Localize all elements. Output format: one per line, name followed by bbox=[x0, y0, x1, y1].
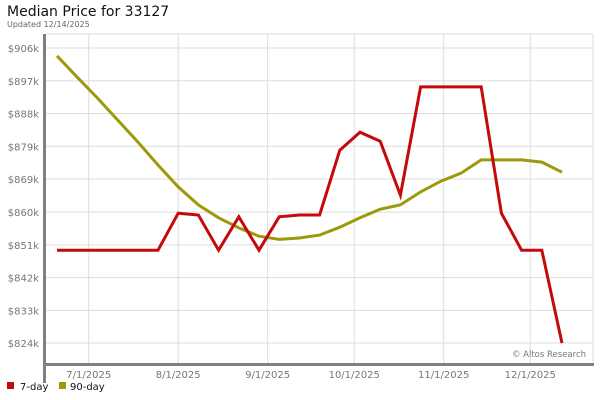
legend-swatch-90-day bbox=[59, 382, 66, 389]
y-axis-line bbox=[43, 34, 46, 383]
y-tick-label: $906k bbox=[8, 44, 39, 55]
y-axis-ticks: $824k $833k $842k $851k $860k $869k $879k $888k… bbox=[8, 44, 39, 350]
y-tick-label: $879k bbox=[8, 142, 39, 153]
y-tick-label: $888k bbox=[8, 110, 39, 121]
legend-swatch-7-day bbox=[7, 382, 14, 389]
y-tick-label: $824k bbox=[8, 339, 39, 350]
y-tick-label: $869k bbox=[8, 175, 39, 186]
y-tick-label: $842k bbox=[8, 274, 39, 285]
series-lines bbox=[55, 54, 564, 344]
x-tick-label: 9/1/2025 bbox=[245, 370, 290, 381]
legend-label-7-day: 7-day bbox=[20, 382, 48, 393]
x-tick-label: 7/1/2025 bbox=[66, 370, 111, 381]
x-tick-label: 10/1/2025 bbox=[329, 370, 380, 381]
x-tick-label: 8/1/2025 bbox=[156, 370, 201, 381]
y-tick-label: $833k bbox=[8, 306, 39, 317]
y-tick-label: $860k bbox=[8, 208, 39, 219]
chart-subtitle: Updated 12/14/2025 bbox=[7, 20, 90, 29]
legend-label-90-day: 90-day bbox=[70, 382, 105, 393]
chart-title: Median Price for 33127 bbox=[7, 4, 170, 20]
x-axis-line bbox=[43, 363, 594, 366]
y-tick-label: $851k bbox=[8, 241, 39, 252]
y-tick-label: $897k bbox=[8, 77, 39, 88]
watermark: © Altos Research bbox=[512, 350, 586, 360]
x-tick-label: 11/1/2025 bbox=[418, 370, 469, 381]
x-tick-label: 12/1/2025 bbox=[505, 370, 556, 381]
x-axis-ticks: 7/1/2025 8/1/2025 9/1/2025 10/1/2025 11/1/20… bbox=[66, 370, 556, 381]
legend: 7-day 90-day bbox=[7, 382, 105, 393]
series-line-90-day bbox=[55, 54, 563, 241]
series-line-7-day bbox=[57, 85, 564, 344]
grid bbox=[46, 33, 594, 365]
